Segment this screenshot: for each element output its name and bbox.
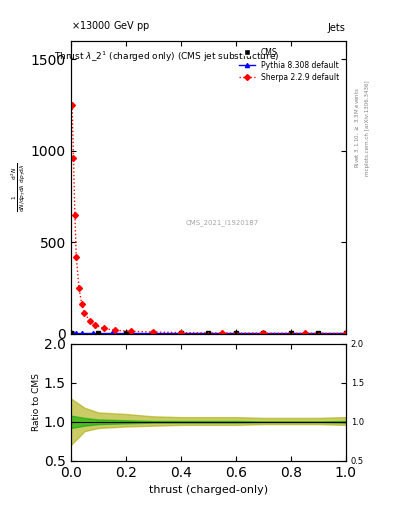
Text: CMS_2021_I1920187: CMS_2021_I1920187 — [185, 219, 259, 226]
X-axis label: thrust (charged-only): thrust (charged-only) — [149, 485, 268, 495]
Text: Thrust $\lambda\_2^1$ (charged only) (CMS jet substructure): Thrust $\lambda\_2^1$ (charged only) (CM… — [54, 50, 280, 64]
Legend: CMS, Pythia 8.308 default, Sherpa 2.2.9 default: CMS, Pythia 8.308 default, Sherpa 2.2.9 … — [236, 45, 342, 86]
Text: Rivet 3.1.10, $\geq$ 3.3M events: Rivet 3.1.10, $\geq$ 3.3M events — [354, 88, 361, 168]
Text: $\times$13000 GeV pp: $\times$13000 GeV pp — [71, 19, 150, 33]
Y-axis label: Ratio to CMS: Ratio to CMS — [32, 373, 41, 431]
Text: Jets: Jets — [328, 23, 346, 33]
Text: mcplots.cern.ch [arXiv:1306.3436]: mcplots.cern.ch [arXiv:1306.3436] — [365, 80, 371, 176]
Y-axis label: $\frac{1}{\mathrm{d}N/\mathrm{d}p_T\mathrm{d}\lambda}\,\frac{\mathrm{d}^2 N}{\ma: $\frac{1}{\mathrm{d}N/\mathrm{d}p_T\math… — [10, 163, 28, 212]
